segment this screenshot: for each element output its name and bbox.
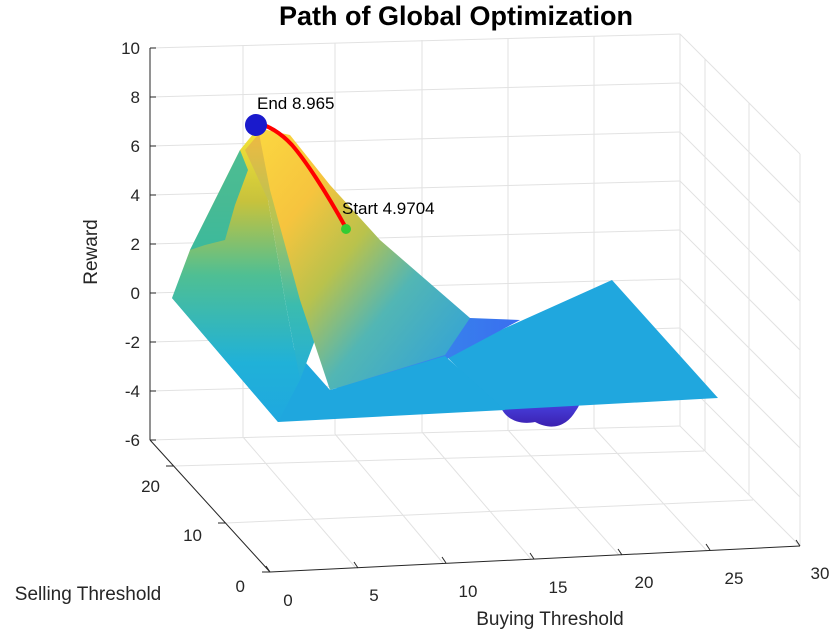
z-tick-labels: 10 8 6 4 2 0 -2 -4 -6: [121, 39, 140, 450]
x-ticks: [265, 539, 801, 573]
x-tick-mark: [705, 543, 711, 551]
x-tick-label: 15: [549, 578, 568, 597]
y-axis-label: Selling Threshold: [15, 584, 161, 605]
x-tick-mark: [265, 565, 271, 573]
start-label: Start 4.9704: [342, 199, 435, 218]
grid-line: [242, 436, 356, 568]
x-tick-mark: [441, 556, 447, 564]
y-tick-label: 20: [141, 477, 160, 496]
grid-line: [679, 33, 801, 155]
x-tick-label: 20: [635, 573, 654, 592]
x-tick-label: 30: [811, 564, 830, 583]
optimization-path-group: Start 4.9704 End 8.965: [245, 94, 435, 234]
reward-surface: [172, 128, 718, 427]
grid-line: [679, 278, 801, 400]
grid-line: [679, 327, 801, 449]
x-tick-mark: [795, 539, 801, 547]
grid-line: [173, 450, 705, 467]
y-tick-label: 0: [236, 577, 245, 596]
x-axis-label: Buying Threshold: [476, 609, 624, 630]
grid-line: [149, 33, 681, 49]
surface-main-slope: [258, 128, 470, 390]
z-tick-label: -6: [125, 431, 140, 450]
y-axis-line: [149, 439, 271, 573]
x-tick-mark: [529, 552, 535, 560]
z-ticks: [150, 47, 156, 441]
start-marker: [341, 224, 351, 234]
grid-line: [421, 431, 532, 560]
grid-line: [679, 131, 801, 253]
z-tick-label: 10: [121, 39, 140, 58]
grid-line: [679, 229, 801, 351]
x-tick-label: 5: [369, 586, 378, 605]
x-tick-label: 0: [283, 591, 292, 610]
x-tick-mark: [353, 561, 359, 569]
grid-line: [507, 429, 620, 556]
end-marker: [245, 114, 267, 136]
z-tick-label: -2: [125, 333, 140, 352]
surface-left-slope: [172, 128, 300, 422]
surface-right-wing: [445, 280, 718, 410]
grid-line: [149, 82, 681, 98]
x-tick-mark: [617, 548, 623, 556]
grid-line: [679, 82, 801, 204]
grid-line: [225, 499, 754, 524]
grid-line: [149, 131, 681, 147]
optimization-path: [258, 122, 348, 230]
surface-edge-band: [190, 150, 248, 250]
y-tick-labels: 0 10 20: [141, 477, 245, 596]
grid-line: [149, 425, 681, 441]
grid-line: [593, 427, 708, 552]
x-axis-line: [269, 545, 801, 573]
grid-line: [679, 180, 801, 302]
z-tick-label: 2: [131, 235, 140, 254]
x-tick-label: 25: [725, 569, 744, 588]
end-label: End 8.965: [257, 94, 335, 113]
z-tick-label: 8: [131, 88, 140, 107]
chart-title: Path of Global Optimization: [279, 1, 633, 31]
y-tick-label: 10: [183, 526, 202, 545]
y-ticks: [166, 465, 270, 573]
grid-line: [334, 433, 444, 564]
grid-line: [679, 425, 801, 547]
x-tick-labels: 0 5 10 15 20 25 30: [283, 564, 829, 610]
z-tick-label: 0: [131, 284, 140, 303]
x-tick-label: 10: [459, 582, 478, 601]
z-axis-label: Reward: [81, 219, 102, 284]
z-tick-label: -4: [125, 382, 140, 401]
z-tick-label: 4: [131, 186, 140, 205]
z-tick-label: 6: [131, 137, 140, 156]
